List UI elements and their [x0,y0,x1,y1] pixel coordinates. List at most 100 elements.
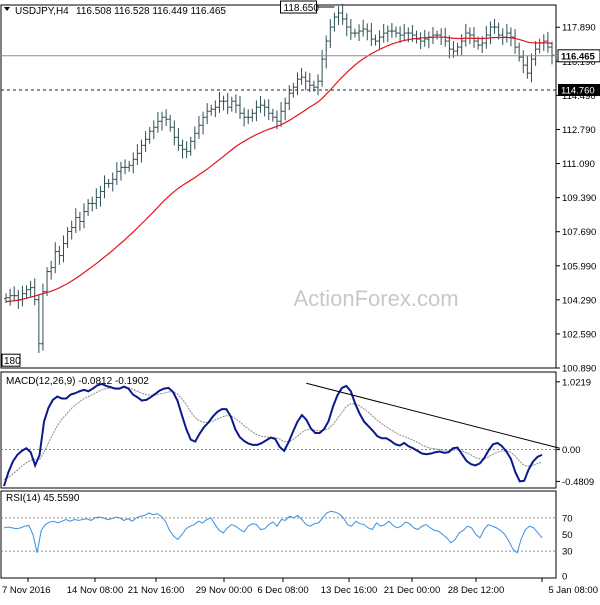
price-axis-tick-label: 100.890 [562,364,596,375]
price-bar [20,285,25,307]
rsi-axis-tick-label: 50 [562,530,573,541]
price-bar [402,23,407,41]
price-bar [114,162,119,185]
price-bar [336,6,341,26]
price-bar [131,152,136,174]
price-axis-tick-label: 109.390 [562,193,596,204]
price-bar [229,96,234,112]
macd-signal-line [3,387,543,480]
price-bar [484,25,489,49]
price-bar [529,53,534,83]
price-bar [69,220,74,240]
price-bar [57,245,62,265]
price-bar [352,28,357,38]
price-bar [357,24,362,42]
support-tag [558,83,600,96]
price-bar [196,116,201,139]
price-bar [316,74,320,96]
rsi-axis-tick-label: 70 [562,513,573,524]
current-price-tag-label: 116.465 [561,51,596,62]
price-bar [73,208,78,234]
price-bar [513,29,518,54]
price-bar [525,55,530,79]
high-label: 118.650 [284,3,320,14]
price-bar [176,128,181,151]
price-bar [139,139,144,163]
price-bar [287,85,292,111]
price-bar [521,50,526,74]
price-bar [242,107,247,127]
price-bar [488,21,493,45]
price-bar [537,38,542,54]
price-axis-tick-label: 111.090 [562,159,595,170]
axes-layer: 117.890 116.190 114.490 112.790 111.090 109.3… [2,23,600,596]
chart-collapse-icon[interactable] [4,7,10,11]
price-bar [233,94,238,114]
price-bar [381,23,386,43]
price-axis-tick-label: 112.790 [562,125,596,136]
x-axis-tick-label: 5 Jan 08:00 [548,585,598,596]
price-axis-tick-label: 117.890 [562,23,596,34]
macd-main-line [3,382,543,487]
price-bar [49,260,54,280]
price-bar [472,27,476,48]
price-bar [447,35,452,59]
price-bar [299,67,304,85]
price-bar [77,211,82,231]
price-bar [24,285,29,299]
macd-panel: MACD(12,26,9) -0.0812 -0.1902 [1,376,560,487]
price-bar [94,188,99,210]
price-bar [12,286,17,302]
price-bar [184,141,189,159]
price-bar [430,27,435,44]
price-bar [254,100,259,122]
price-bar [82,203,86,229]
support-tag-label: 114.760 [561,85,595,96]
price-bar [385,25,390,43]
price-bar [369,23,374,46]
price-bar [279,102,284,127]
price-bar [435,30,440,40]
price-bar [118,161,123,181]
x-axis-tick-label: 7 Nov 2016 [2,585,51,596]
price-bar [123,159,128,175]
price-bar [40,283,45,351]
price-axis-tick-label: 107.690 [562,227,596,238]
price-bar [45,267,50,297]
x-axis-tick-label: 14 Nov 08:00 [67,585,124,596]
price-bar [492,19,497,34]
price-bar [250,108,255,122]
price-bar [459,34,464,56]
price-axis-tick-label: 114.490 [562,91,596,102]
price-bar [32,278,37,306]
price-bar [201,111,206,135]
current-price-tag [557,49,600,63]
price-bar [238,96,242,119]
price-bar [394,26,398,38]
rsi-axis-tick-label: 30 [562,547,573,558]
price-bar [192,126,197,150]
price-bar [361,19,366,37]
price-bar [172,120,177,146]
price-axis-tick-label: 105.990 [562,261,596,272]
price-bar [205,103,210,125]
price-bar [463,23,468,47]
price-bar [213,100,218,118]
price-bar [389,23,394,38]
price-bar [188,136,193,156]
price-bar [225,93,230,115]
price-bar [332,12,337,32]
price-bar [517,42,522,62]
price-bar [106,178,111,188]
price-bar [147,126,152,144]
price-bar [377,30,382,50]
price-bar [418,32,423,50]
x-axis-tick-label: 13 Dec 16:00 [321,585,378,596]
price-bar [283,97,288,121]
x-axis-tick-label: 21 Nov 16:00 [128,585,185,596]
price-panel-frame [0,4,557,369]
price-bar [365,23,370,41]
x-axis-tick-label: 29 Nov 00:00 [196,585,253,596]
symbol-timeframe-label: USDJPY,H4 [15,6,69,17]
rsi-label: RSI(14) 45.5590 [6,493,80,504]
